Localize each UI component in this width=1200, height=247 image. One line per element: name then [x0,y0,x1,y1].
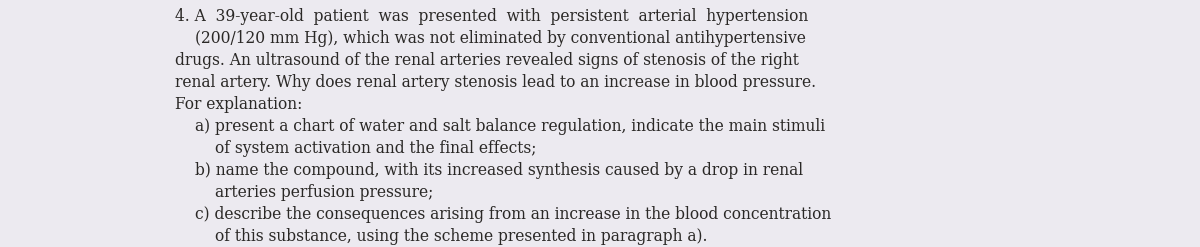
Text: of system activation and the final effects;: of system activation and the final effec… [215,140,536,157]
Text: arteries perfusion pressure;: arteries perfusion pressure; [215,184,433,201]
Text: drugs. An ultrasound of the renal arteries revealed signs of stenosis of the rig: drugs. An ultrasound of the renal arteri… [175,52,799,69]
Text: For explanation:: For explanation: [175,96,302,113]
Text: of this substance, using the scheme presented in paragraph a).: of this substance, using the scheme pres… [215,228,708,245]
Text: 4. A  39-year-old  patient  was  presented  with  persistent  arterial  hyperten: 4. A 39-year-old patient was presented w… [175,8,809,25]
Text: renal artery. Why does renal artery stenosis lead to an increase in blood pressu: renal artery. Why does renal artery sten… [175,74,816,91]
Text: (200/120 mm Hg), which was not eliminated by conventional antihypertensive: (200/120 mm Hg), which was not eliminate… [194,30,806,47]
Text: c) describe the consequences arising from an increase in the blood concentration: c) describe the consequences arising fro… [194,206,832,223]
Text: b) name the compound, with its increased synthesis caused by a drop in renal: b) name the compound, with its increased… [194,162,803,179]
Text: a) present a chart of water and salt balance regulation, indicate the main stimu: a) present a chart of water and salt bal… [194,118,826,135]
